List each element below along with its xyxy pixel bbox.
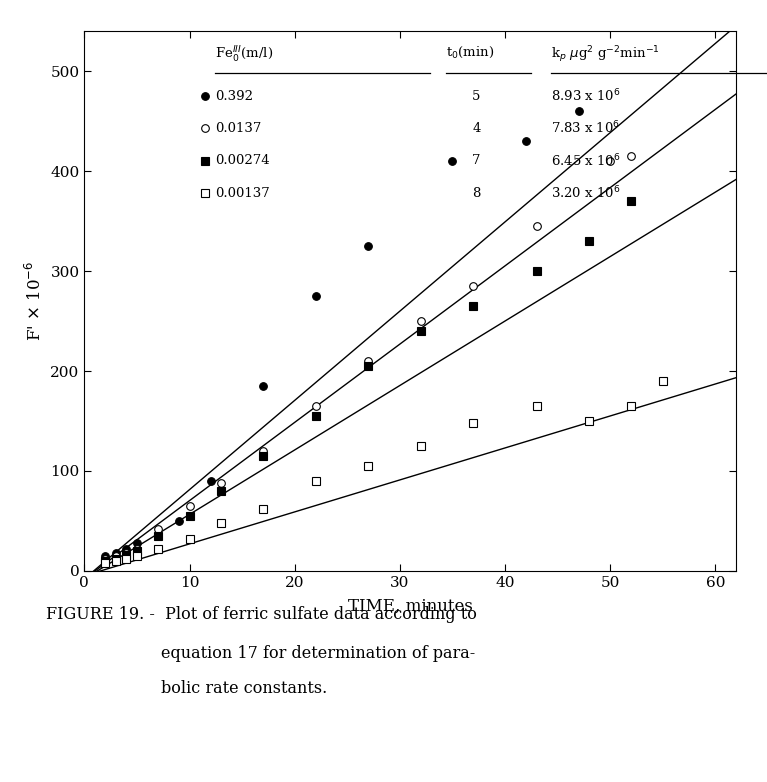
Y-axis label: F' $\times$ 10$^{-6}$: F' $\times$ 10$^{-6}$: [25, 261, 44, 341]
Text: 3.20 x 10$^6$: 3.20 x 10$^6$: [551, 185, 620, 202]
Text: 6.45 x 10$^6$: 6.45 x 10$^6$: [551, 152, 621, 169]
Text: 0.392: 0.392: [215, 89, 253, 102]
Text: 7: 7: [472, 154, 481, 167]
Text: t$_0$(min): t$_0$(min): [446, 45, 495, 60]
Text: k$_p$ $\mu$g$^2$ g$^{-2}$min$^{-1}$: k$_p$ $\mu$g$^2$ g$^{-2}$min$^{-1}$: [551, 45, 660, 66]
Text: equation 17 for determination of para-: equation 17 for determination of para-: [161, 645, 476, 662]
Text: bolic rate constants.: bolic rate constants.: [161, 680, 328, 698]
Text: Fe$_0^{III}$(m/l): Fe$_0^{III}$(m/l): [215, 45, 273, 65]
X-axis label: TIME, minutes: TIME, minutes: [348, 598, 472, 615]
Text: 5: 5: [472, 89, 481, 102]
Text: 8.93 x 10$^6$: 8.93 x 10$^6$: [551, 88, 621, 104]
Text: FIGURE 19. -  Plot of ferric sulfate data according to: FIGURE 19. - Plot of ferric sulfate data…: [46, 606, 477, 623]
Text: 8: 8: [472, 187, 481, 199]
Text: 0.0137: 0.0137: [215, 122, 261, 135]
Text: 7.83 x 10$^6$: 7.83 x 10$^6$: [551, 120, 620, 137]
Text: 4: 4: [472, 122, 481, 135]
Text: 0.00274: 0.00274: [215, 154, 269, 167]
Text: 0.00137: 0.00137: [215, 187, 269, 199]
